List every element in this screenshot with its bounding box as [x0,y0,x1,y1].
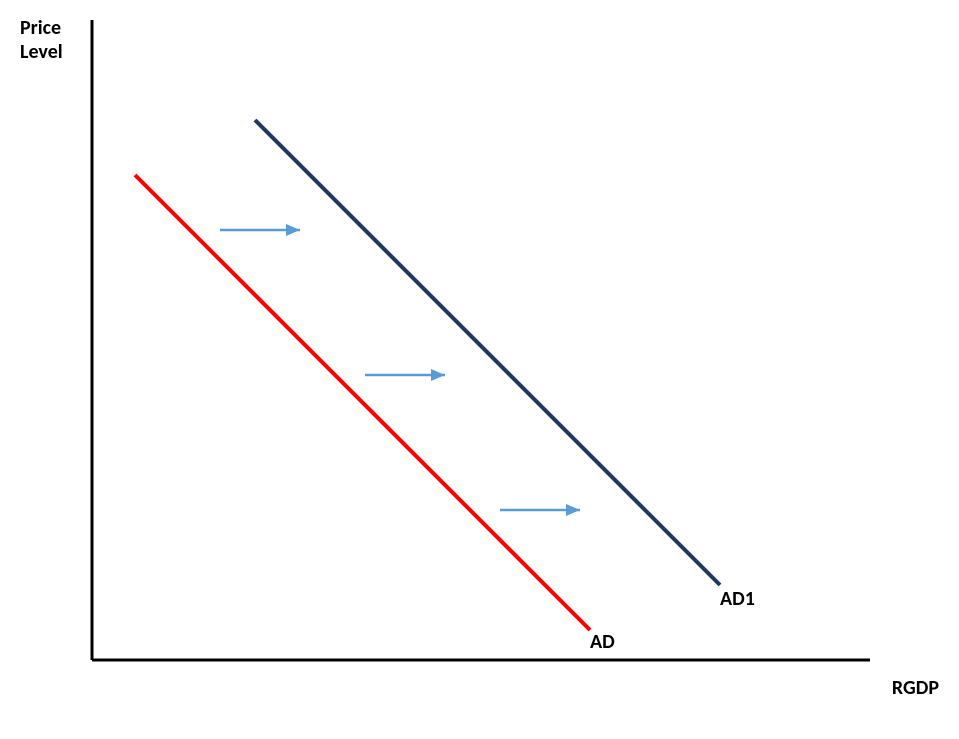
ad-curve [135,175,590,630]
chart-svg: Price Level RGDP AD AD1 [0,0,959,739]
shift-arrows-group [220,230,580,510]
ad1-curve [255,120,720,585]
y-axis-label-line1: Price [20,16,61,40]
ad-curve-label: AD [590,630,615,654]
ad-shift-chart: Price Level RGDP AD AD1 [0,0,959,739]
x-axis-label: RGDP [892,676,939,700]
y-axis-label-line2: Level [20,40,63,64]
ad1-curve-label: AD1 [720,587,755,611]
